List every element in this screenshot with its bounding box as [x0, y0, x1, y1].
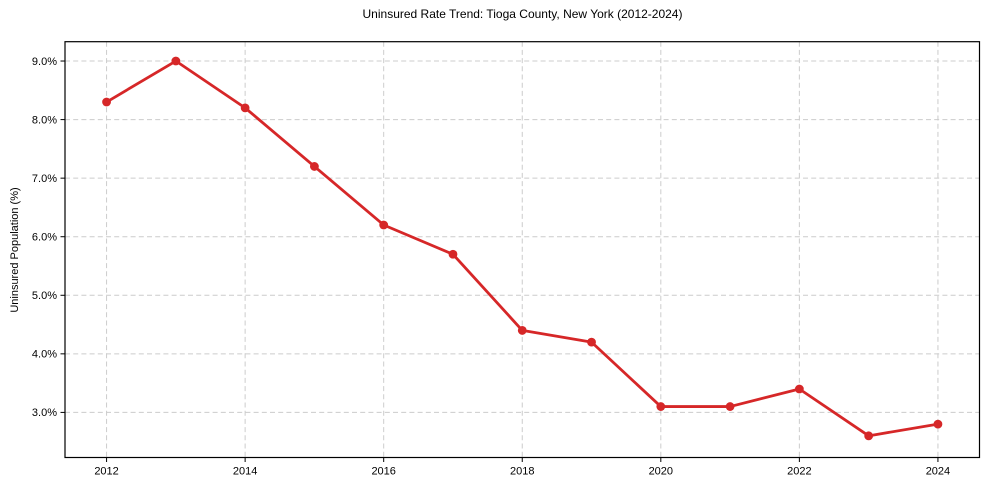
chart-title: Uninsured Rate Trend: Tioga County, New … — [362, 7, 683, 21]
x-tick-label: 2024 — [926, 466, 950, 478]
data-point — [310, 162, 319, 171]
y-tick-label: 6.0% — [32, 232, 57, 244]
x-tick-label: 2012 — [94, 466, 118, 478]
y-tick-label: 3.0% — [32, 407, 57, 419]
x-tick-label: 2022 — [787, 466, 811, 478]
data-point — [933, 419, 943, 429]
x-tick-label: 2014 — [233, 466, 257, 478]
x-tick-label: 2018 — [510, 466, 534, 478]
y-tick-label: 4.0% — [32, 349, 57, 361]
data-point — [587, 337, 596, 347]
data-point — [171, 56, 181, 66]
data-point — [448, 249, 458, 259]
data-point — [656, 402, 666, 411]
y-tick-label: 8.0% — [32, 114, 57, 126]
y-tick-label: 9.0% — [32, 56, 57, 68]
data-point — [725, 402, 735, 411]
data-point — [794, 384, 804, 394]
data-point — [864, 431, 874, 441]
data-point — [379, 220, 389, 230]
data-point — [102, 97, 111, 107]
data-point — [517, 326, 527, 335]
y-tick-label: 7.0% — [32, 173, 57, 185]
x-tick-label: 2016 — [371, 466, 395, 478]
x-tick-label: 2020 — [649, 466, 673, 478]
y-tick-label: 5.0% — [32, 290, 57, 302]
data-point — [240, 103, 250, 113]
